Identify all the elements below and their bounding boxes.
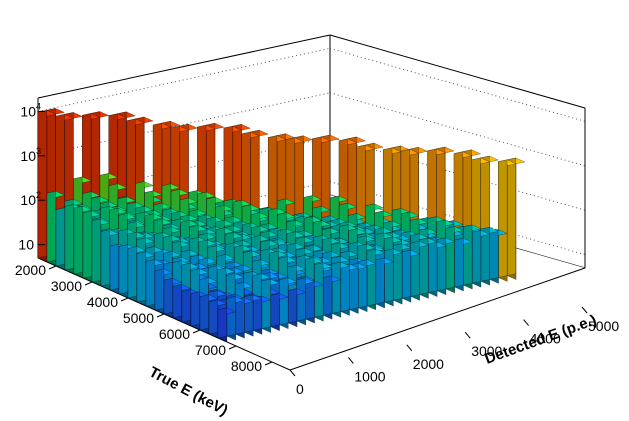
x-tick-label: 4000 (87, 294, 118, 310)
histogram-bar (37, 110, 57, 263)
histogram-bar (55, 207, 75, 271)
histogram-bar (243, 294, 263, 337)
histogram-bar (261, 278, 281, 333)
y-axis-title: Detected E (p.e.) (483, 312, 599, 368)
x-tick-label: 5000 (123, 310, 154, 326)
x-tick-label: 3000 (51, 278, 82, 294)
x-axis-title: True E (keV) (146, 364, 231, 420)
y-tick-label: 4000 (530, 331, 561, 347)
y-tick-label: 0 (296, 381, 304, 397)
histogram-bar (471, 230, 491, 288)
histogram-bar (172, 284, 192, 323)
histogram-bar (163, 278, 183, 319)
histogram-bar (419, 237, 438, 299)
y-tick-label: 5000 (588, 318, 619, 334)
y-tick-label: 2000 (413, 356, 444, 372)
axis-ticks: 2000 3000 4000 5000 6000 7000 8000 0 1000 2000 300… (15, 101, 620, 397)
z-tick-label: 103 (20, 146, 41, 164)
histogram-bar (287, 288, 307, 328)
histogram-bar (199, 294, 219, 335)
x-tick-label: 6000 (159, 326, 190, 342)
histogram-bar (454, 238, 473, 292)
histogram-bar (314, 262, 333, 322)
histogram-bar (208, 299, 228, 339)
histogram-bar (127, 246, 147, 303)
histogram-bar (375, 257, 394, 309)
histogram-bar (136, 251, 156, 307)
histogram-bar (46, 191, 66, 267)
histogram-bar (252, 295, 272, 335)
histogram-bar (357, 259, 377, 312)
histogram-bar (348, 263, 368, 314)
x-tick-label: 8000 (231, 358, 262, 374)
histogram-bar (100, 229, 120, 291)
histogram-bar (305, 280, 324, 324)
histogram-bar (480, 227, 500, 286)
histogram-bar (73, 205, 93, 279)
histogram-bar (118, 244, 138, 299)
x-tick-label: 2000 (15, 262, 46, 278)
histogram-bar (506, 157, 526, 280)
histogram-bar (401, 249, 421, 303)
histogram-bar (82, 210, 102, 283)
histogram-bar (91, 218, 111, 287)
histogram-bar (278, 277, 298, 329)
z-tick-label: 10 (18, 237, 34, 253)
z-tick-label: 102 (20, 190, 41, 208)
histogram-bar (109, 243, 129, 295)
x-tick-label: 7000 (195, 342, 226, 358)
y-tick-label: 1000 (354, 368, 385, 384)
histogram-bar (392, 243, 412, 305)
z-tick-label: 104 (20, 101, 41, 119)
histogram-bar (489, 229, 508, 284)
histogram-bars (37, 108, 526, 343)
histogram-bar (270, 293, 289, 331)
histogram-bar (154, 268, 174, 315)
histogram-bar (145, 259, 165, 311)
y-tick-label: 3000 (471, 343, 502, 359)
histogram-bar (497, 159, 517, 282)
